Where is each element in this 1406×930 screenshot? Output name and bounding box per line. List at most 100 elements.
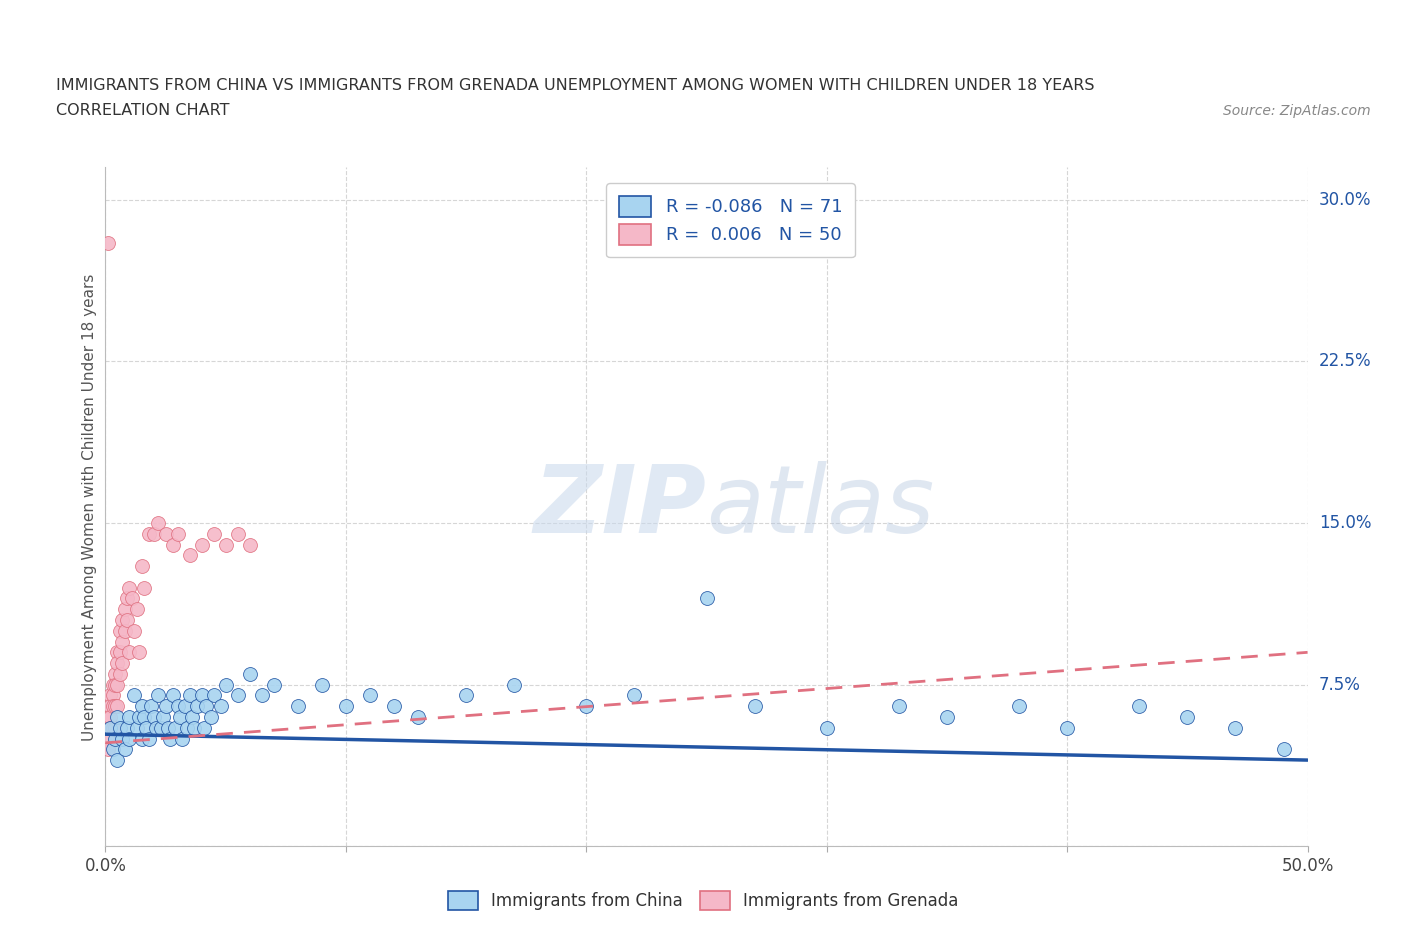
Point xyxy=(179,548,201,563)
Point xyxy=(1128,698,1150,713)
Point xyxy=(183,721,205,736)
Point xyxy=(104,667,127,682)
Point xyxy=(214,538,236,552)
Point xyxy=(104,677,127,692)
Point xyxy=(166,526,188,541)
Point xyxy=(287,698,309,713)
Point xyxy=(148,515,170,530)
Point xyxy=(311,677,333,692)
Point xyxy=(111,656,134,671)
Text: ZIP: ZIP xyxy=(534,461,707,552)
Point xyxy=(107,710,129,724)
Point xyxy=(148,688,170,703)
Point xyxy=(114,742,136,757)
Point xyxy=(118,710,141,724)
Point xyxy=(1056,721,1078,736)
Point xyxy=(152,710,174,724)
Text: atlas: atlas xyxy=(707,461,935,552)
Point xyxy=(132,580,155,595)
Point xyxy=(104,698,127,713)
Point xyxy=(165,721,187,736)
Point xyxy=(97,235,120,250)
Point xyxy=(98,698,121,713)
Point xyxy=(107,698,129,713)
Point xyxy=(115,721,138,736)
Point xyxy=(118,731,141,746)
Point xyxy=(111,613,134,628)
Point xyxy=(108,623,131,638)
Y-axis label: Unemployment Among Women with Children Under 18 years: Unemployment Among Women with Children U… xyxy=(82,273,97,740)
Point xyxy=(155,698,177,713)
Point xyxy=(98,721,121,736)
Point xyxy=(97,731,120,746)
Text: 15.0%: 15.0% xyxy=(1319,514,1371,532)
Point xyxy=(142,526,165,541)
Point xyxy=(145,721,167,736)
Point xyxy=(202,526,225,541)
Point xyxy=(135,721,157,736)
Point xyxy=(226,688,249,703)
Point xyxy=(406,710,429,724)
Point xyxy=(107,644,129,659)
Point xyxy=(1008,698,1031,713)
Point xyxy=(1272,742,1295,757)
Point xyxy=(131,731,153,746)
Point xyxy=(335,698,357,713)
Point xyxy=(887,698,910,713)
Point xyxy=(623,688,645,703)
Point xyxy=(101,688,124,703)
Point xyxy=(108,667,131,682)
Legend: R = -0.086   N = 71, R =  0.006   N = 50: R = -0.086 N = 71, R = 0.006 N = 50 xyxy=(606,183,855,258)
Point xyxy=(114,623,136,638)
Point xyxy=(195,698,218,713)
Point xyxy=(108,644,131,659)
Point xyxy=(131,698,153,713)
Point xyxy=(115,613,138,628)
Text: 22.5%: 22.5% xyxy=(1319,352,1371,370)
Point xyxy=(239,667,262,682)
Point xyxy=(382,698,405,713)
Point xyxy=(98,721,121,736)
Point xyxy=(149,721,172,736)
Point xyxy=(101,698,124,713)
Point xyxy=(111,634,134,649)
Point xyxy=(118,580,141,595)
Point xyxy=(186,698,208,713)
Point xyxy=(104,721,127,736)
Point xyxy=(202,688,225,703)
Point xyxy=(138,526,160,541)
Point xyxy=(107,752,129,767)
Legend: Immigrants from China, Immigrants from Grenada: Immigrants from China, Immigrants from G… xyxy=(441,884,965,917)
Point xyxy=(190,538,212,552)
Point xyxy=(101,677,124,692)
Point xyxy=(124,688,146,703)
Point xyxy=(132,710,155,724)
Point xyxy=(193,721,215,736)
Point xyxy=(239,538,262,552)
Point xyxy=(214,677,236,692)
Point xyxy=(936,710,959,724)
Point xyxy=(128,644,150,659)
Point xyxy=(454,688,477,703)
Point xyxy=(176,721,198,736)
Point xyxy=(138,731,160,746)
Point xyxy=(250,688,273,703)
Point xyxy=(179,688,201,703)
Point xyxy=(124,623,146,638)
Point xyxy=(107,677,129,692)
Point xyxy=(166,698,188,713)
Point xyxy=(115,591,138,605)
Point xyxy=(744,698,766,713)
Point xyxy=(173,698,195,713)
Point xyxy=(155,526,177,541)
Point xyxy=(169,710,191,724)
Point xyxy=(162,688,184,703)
Point xyxy=(101,721,124,736)
Point xyxy=(125,721,148,736)
Point xyxy=(200,710,222,724)
Point xyxy=(181,710,204,724)
Text: Source: ZipAtlas.com: Source: ZipAtlas.com xyxy=(1223,104,1371,118)
Point xyxy=(97,742,120,757)
Point xyxy=(97,710,120,724)
Point xyxy=(696,591,718,605)
